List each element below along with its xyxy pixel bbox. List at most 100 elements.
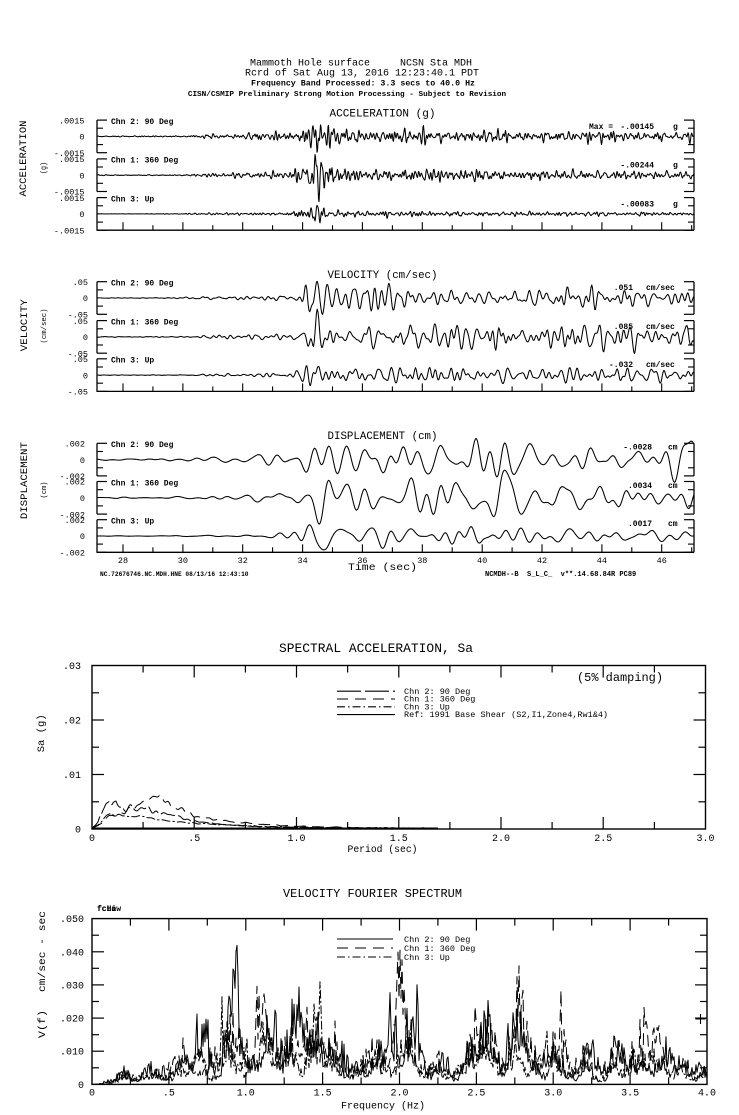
svg-text:.0015: .0015	[59, 155, 85, 165]
svg-text:-.00145: -.00145	[620, 123, 654, 132]
svg-text:-.002: -.002	[59, 549, 85, 559]
svg-text:.0015: .0015	[59, 194, 85, 204]
svg-text:fcLow: fcLow	[97, 905, 121, 914]
svg-text:.01: .01	[63, 771, 81, 782]
svg-text:Period (sec): Period (sec)	[348, 844, 418, 856]
svg-text:Chn 2: 90 Deg: Chn 2: 90 Deg	[111, 118, 174, 127]
svg-text:Chn 3: Up: Chn 3: Up	[404, 953, 450, 963]
svg-text:Mammoth Hole surface NCSN: Mammoth Hole surface NCSN Sta MDH	[250, 58, 472, 70]
svg-text:38: 38	[417, 556, 427, 566]
svg-text:.010: .010	[60, 1048, 84, 1059]
svg-text:0: 0	[83, 294, 88, 304]
svg-text:0: 0	[79, 171, 84, 181]
svg-text:.0017: .0017	[628, 520, 652, 529]
svg-text:3.0: 3.0	[544, 1089, 562, 1100]
svg-text:Chn 3: Up: Chn 3: Up	[404, 702, 450, 712]
svg-text:3.5: 3.5	[621, 1089, 639, 1100]
svg-text:Rcrd of Sat Aug 13, 2016 12:23: Rcrd of Sat Aug 13, 2016 12:23:40.1 PDT	[245, 68, 479, 80]
svg-text:40: 40	[477, 556, 487, 566]
svg-text:.0015: .0015	[59, 116, 85, 126]
svg-text:3.0: 3.0	[696, 834, 714, 845]
svg-text:-.05: -.05	[68, 311, 88, 321]
svg-text:-.0015: -.0015	[54, 149, 85, 159]
svg-text:28: 28	[118, 556, 128, 566]
svg-text:(cm/sec): (cm/sec)	[41, 309, 49, 344]
svg-text:V(f): V(f)	[37, 1010, 49, 1038]
svg-text:ACCELERATION (g): ACCELERATION (g)	[330, 108, 436, 120]
svg-text:44: 44	[597, 556, 607, 566]
svg-text:0: 0	[80, 456, 85, 466]
svg-text:30: 30	[178, 556, 188, 566]
svg-text:NC.72676746.NC.MDH.HNE 08/13/1: NC.72676746.NC.MDH.HNE 08/13/16 12:43:10	[100, 571, 249, 578]
svg-text:4.0: 4.0	[698, 1089, 716, 1100]
svg-text:-.0015: -.0015	[54, 188, 85, 198]
svg-text:g: g	[673, 162, 678, 171]
svg-text:Max =: Max =	[589, 123, 613, 132]
svg-text:-.00083: -.00083	[620, 200, 654, 209]
svg-text:.05: .05	[73, 355, 88, 365]
svg-text:.085: .085	[614, 323, 633, 332]
svg-text:2.0: 2.0	[492, 834, 510, 845]
svg-text:0: 0	[83, 333, 88, 343]
svg-text:fcHi: fcHi	[97, 905, 116, 914]
svg-text:(g): (g)	[39, 162, 49, 174]
svg-text:0: 0	[83, 371, 88, 381]
svg-text:ACCELERATION: ACCELERATION	[18, 121, 30, 197]
svg-text:cm: cm	[668, 520, 678, 529]
svg-text:-.05: -.05	[68, 349, 88, 359]
svg-text:-.00244: -.00244	[620, 162, 654, 171]
svg-text:Chn 1: 360 Deg: Chn 1: 360 Deg	[111, 157, 178, 166]
svg-text:-.002: -.002	[59, 510, 85, 520]
svg-text:g: g	[673, 123, 678, 132]
svg-text:Frequency Band Processed: 3.3: Frequency Band Processed: 3.3 secs to 40…	[251, 79, 475, 89]
svg-text:0: 0	[79, 210, 84, 220]
svg-text:.02: .02	[63, 717, 81, 728]
svg-text:36: 36	[357, 556, 367, 566]
svg-text:(cm): (cm)	[41, 482, 49, 499]
svg-text:-.0028: -.0028	[623, 444, 652, 453]
svg-text:SPECTRAL ACCELERATION, Sa: SPECTRAL ACCELERATION, Sa	[279, 641, 473, 656]
svg-text:DISPLACEMENT (cm): DISPLACEMENT (cm)	[328, 431, 438, 443]
svg-text:Chn 1: 360 Deg: Chn 1: 360 Deg	[404, 944, 475, 954]
svg-text:.002: .002	[65, 478, 85, 488]
svg-text:1.5: 1.5	[390, 834, 408, 845]
svg-text:.5: .5	[188, 834, 200, 845]
svg-text:NCMDH--B S_L_C_ v**.14.68.84: NCMDH--B S_L_C_ v**.14.68.84R PC89	[485, 571, 636, 579]
svg-text:-.0015: -.0015	[54, 226, 85, 236]
svg-text:(5% damping): (5% damping)	[577, 671, 663, 685]
svg-text:g: g	[673, 200, 678, 209]
svg-text:.002: .002	[65, 440, 85, 450]
svg-text:Chn 2: 90 Deg: Chn 2: 90 Deg	[404, 687, 470, 697]
svg-text:2.0: 2.0	[390, 1089, 408, 1100]
svg-text:VELOCITY: VELOCITY	[19, 299, 31, 352]
svg-text:Sa (g): Sa (g)	[36, 714, 48, 752]
svg-text:1.0: 1.0	[287, 834, 305, 845]
svg-text:-.05: -.05	[68, 388, 88, 398]
svg-text:Ref: 1991 Base Shear (S2,I1,Zo: Ref: 1991 Base Shear (S2,I1,Zone4,Rw1&4)	[404, 710, 608, 720]
svg-text:1.5: 1.5	[314, 1089, 332, 1100]
svg-text:.030: .030	[60, 981, 84, 992]
svg-text:.002: .002	[65, 516, 85, 526]
svg-text:.040: .040	[60, 948, 84, 959]
svg-text:Chn 1: 360 Deg: Chn 1: 360 Deg	[111, 479, 178, 488]
svg-text:0: 0	[75, 826, 81, 837]
svg-text:cm/sec: cm/sec	[646, 323, 675, 332]
svg-text:DISPLACEMENT: DISPLACEMENT	[19, 442, 31, 519]
svg-text:32: 32	[238, 556, 248, 566]
svg-text:.03: .03	[63, 662, 81, 673]
svg-text:0: 0	[89, 834, 95, 845]
svg-text:.020: .020	[60, 1015, 84, 1026]
svg-text:2.5: 2.5	[467, 1089, 485, 1100]
svg-text:Frequency (Hz): Frequency (Hz)	[341, 1101, 425, 1113]
svg-text:.05: .05	[73, 278, 88, 288]
svg-text:.0034: .0034	[628, 482, 652, 491]
svg-text:cm/sec: cm/sec	[646, 284, 675, 293]
svg-text:.5: .5	[163, 1089, 175, 1100]
svg-text:-.002: -.002	[59, 472, 85, 482]
svg-text:Chn 3: Up: Chn 3: Up	[111, 195, 154, 204]
svg-text:VELOCITY (cm/sec): VELOCITY (cm/sec)	[328, 270, 438, 282]
svg-text:.051: .051	[614, 284, 633, 293]
svg-text:cm: cm	[668, 482, 678, 491]
svg-text:46: 46	[657, 556, 667, 566]
svg-text:Chn 2: 90 Deg: Chn 2: 90 Deg	[111, 280, 174, 289]
